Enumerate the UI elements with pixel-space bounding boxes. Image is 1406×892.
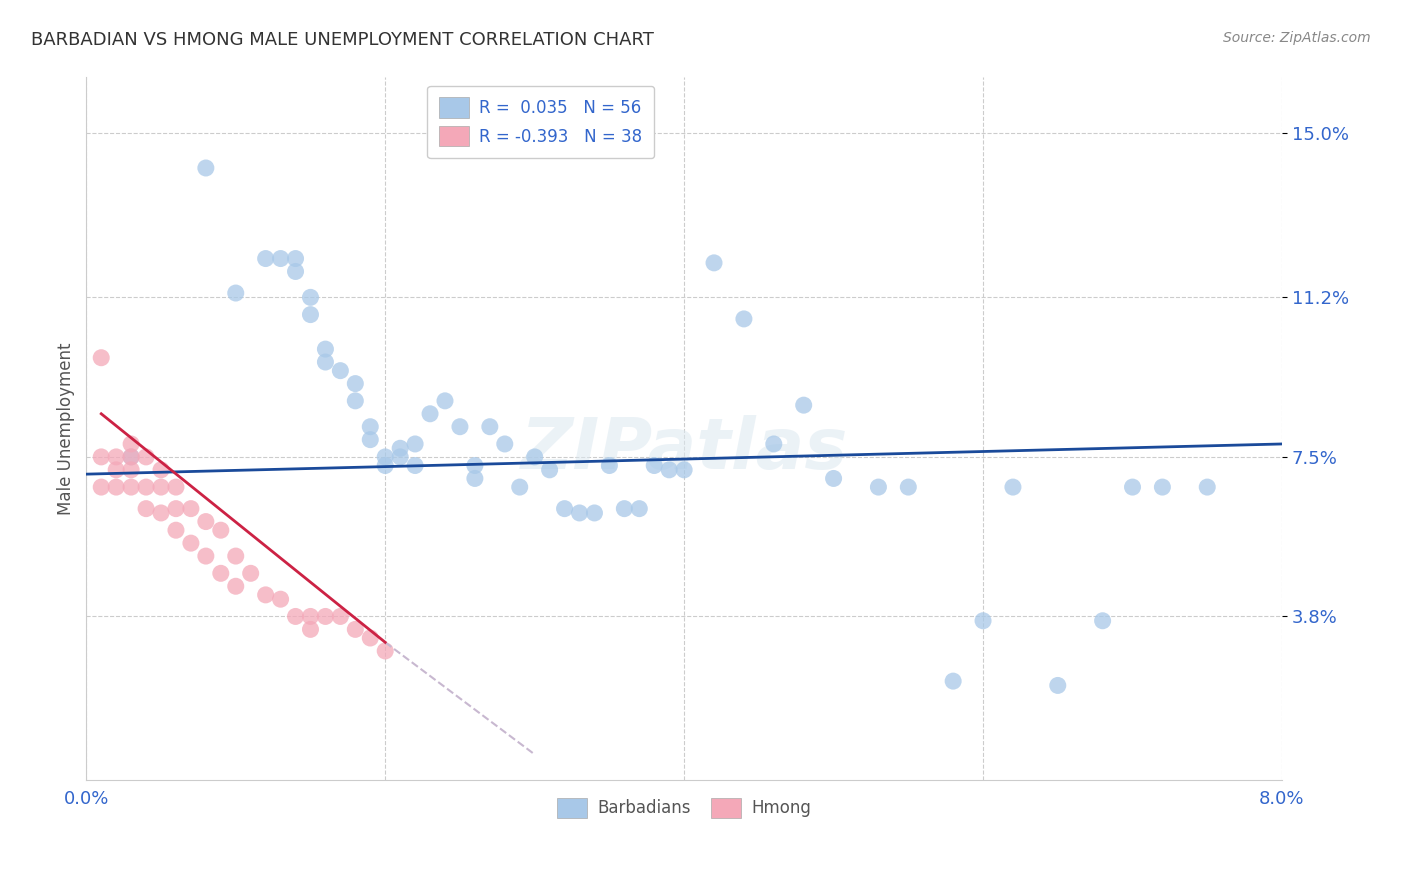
Point — [494, 437, 516, 451]
Point — [1046, 678, 1069, 692]
Point — [793, 398, 815, 412]
Point — [972, 614, 994, 628]
Point — [359, 631, 381, 645]
Point — [90, 351, 112, 365]
Point — [120, 480, 142, 494]
Point — [270, 592, 292, 607]
Point — [478, 419, 501, 434]
Point — [299, 290, 322, 304]
Point — [449, 419, 471, 434]
Point — [329, 609, 352, 624]
Point — [225, 549, 247, 563]
Point — [464, 458, 486, 473]
Point — [643, 458, 665, 473]
Point — [165, 480, 187, 494]
Point — [389, 450, 412, 464]
Point — [120, 437, 142, 451]
Point — [433, 393, 456, 408]
Point — [225, 579, 247, 593]
Point — [554, 501, 576, 516]
Point — [150, 480, 173, 494]
Point — [374, 450, 396, 464]
Point — [613, 501, 636, 516]
Point — [389, 442, 412, 456]
Point — [120, 450, 142, 464]
Point — [404, 437, 426, 451]
Point — [598, 458, 620, 473]
Point — [284, 252, 307, 266]
Point — [90, 480, 112, 494]
Point — [868, 480, 890, 494]
Point — [1091, 614, 1114, 628]
Point — [120, 450, 142, 464]
Point — [209, 523, 232, 537]
Point — [374, 644, 396, 658]
Point — [314, 609, 336, 624]
Point — [359, 419, 381, 434]
Point — [538, 463, 561, 477]
Point — [284, 264, 307, 278]
Point — [583, 506, 606, 520]
Point — [374, 458, 396, 473]
Point — [105, 463, 128, 477]
Point — [673, 463, 696, 477]
Point — [135, 501, 157, 516]
Point — [344, 393, 367, 408]
Point — [299, 308, 322, 322]
Point — [105, 480, 128, 494]
Point — [523, 450, 546, 464]
Point — [419, 407, 441, 421]
Point — [180, 536, 202, 550]
Point — [823, 471, 845, 485]
Point — [254, 588, 277, 602]
Y-axis label: Male Unemployment: Male Unemployment — [58, 343, 75, 515]
Point — [165, 523, 187, 537]
Point — [1121, 480, 1143, 494]
Point — [344, 376, 367, 391]
Point — [314, 355, 336, 369]
Text: ZIPatlas: ZIPatlas — [520, 416, 848, 484]
Point — [194, 515, 217, 529]
Point — [135, 450, 157, 464]
Point — [464, 471, 486, 485]
Text: Source: ZipAtlas.com: Source: ZipAtlas.com — [1223, 31, 1371, 45]
Point — [1001, 480, 1024, 494]
Point — [897, 480, 920, 494]
Point — [105, 450, 128, 464]
Point — [344, 623, 367, 637]
Point — [568, 506, 591, 520]
Point — [209, 566, 232, 581]
Point — [284, 609, 307, 624]
Point — [1197, 480, 1219, 494]
Point — [254, 252, 277, 266]
Legend: Barbadians, Hmong: Barbadians, Hmong — [551, 791, 817, 825]
Point — [225, 286, 247, 301]
Point — [359, 433, 381, 447]
Point — [239, 566, 262, 581]
Text: BARBADIAN VS HMONG MALE UNEMPLOYMENT CORRELATION CHART: BARBADIAN VS HMONG MALE UNEMPLOYMENT COR… — [31, 31, 654, 49]
Point — [314, 342, 336, 356]
Point — [329, 364, 352, 378]
Point — [509, 480, 531, 494]
Point — [703, 256, 725, 270]
Point — [120, 463, 142, 477]
Point — [733, 312, 755, 326]
Point — [150, 463, 173, 477]
Point — [628, 501, 651, 516]
Point — [90, 450, 112, 464]
Point — [194, 549, 217, 563]
Point — [299, 623, 322, 637]
Point — [270, 252, 292, 266]
Point — [194, 161, 217, 175]
Point — [942, 674, 965, 689]
Point — [299, 609, 322, 624]
Point — [404, 458, 426, 473]
Point — [658, 463, 681, 477]
Point — [165, 501, 187, 516]
Point — [180, 501, 202, 516]
Point — [1152, 480, 1174, 494]
Point — [762, 437, 785, 451]
Point — [135, 480, 157, 494]
Point — [150, 506, 173, 520]
